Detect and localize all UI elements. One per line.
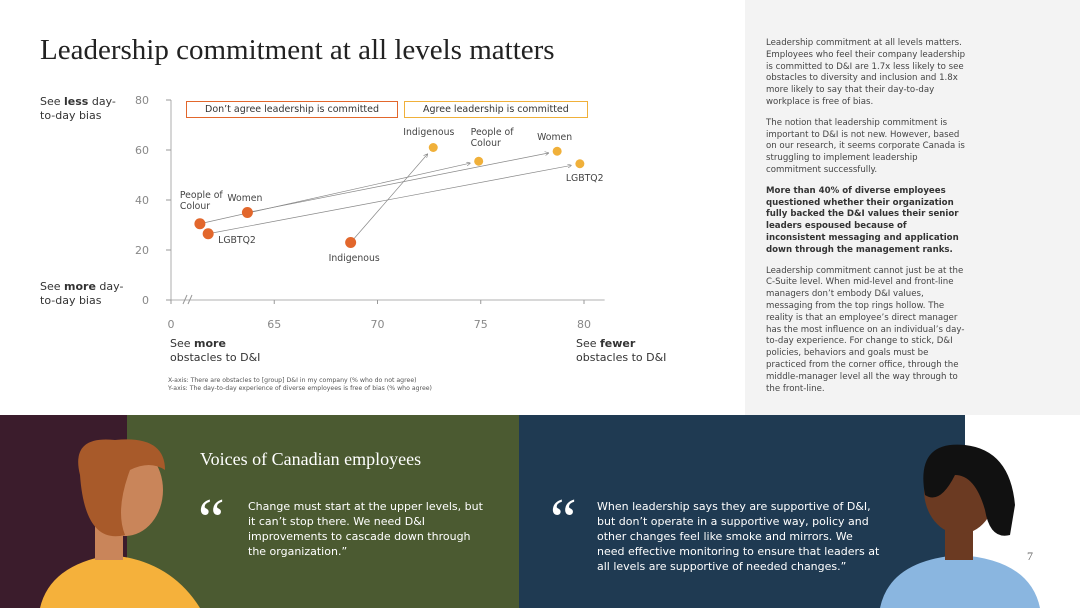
arrow: [208, 165, 571, 235]
point-label: People of Colour: [470, 127, 514, 150]
voices-title: Voices of Canadian employees: [200, 449, 422, 469]
point: [474, 156, 484, 166]
point: [575, 159, 585, 169]
paragraph: Leadership commitment cannot just be at …: [766, 265, 965, 394]
point-label: LGBTQ2: [218, 234, 256, 246]
y-tick-label: 80: [135, 94, 149, 107]
arrow: [247, 153, 548, 213]
paragraph: More than 40% of diverse employees quest…: [766, 185, 959, 255]
point-label: People of Colour: [179, 189, 223, 212]
y-tick-label: 20: [135, 244, 149, 257]
axis-note: X-axis: There are obstacles to [group] D…: [168, 377, 417, 384]
point: [345, 237, 357, 248]
title: Leadership commitment at all levels matt…: [40, 34, 555, 66]
quote-mark: “: [198, 487, 225, 553]
x-axis-label: See more obstacles to D&I: [170, 337, 261, 364]
x-tick-label: 0: [168, 318, 175, 331]
legend-entry: Don’t agree leadership is committed: [186, 101, 399, 118]
y-axis-label: See more day-to-day bias: [40, 280, 124, 307]
axis-note: Y-axis: The day-to-day experience of div…: [168, 385, 432, 392]
y-axis-label: See less day-to-day bias: [40, 95, 116, 122]
x-tick-label: 65: [267, 318, 281, 331]
legend-entry: Agree leadership is committed: [404, 101, 588, 118]
point: [194, 218, 206, 230]
y-tick-label: 0: [142, 294, 149, 307]
x-tick-label: 75: [474, 318, 488, 331]
panel: [519, 415, 965, 608]
y-tick-label: 40: [135, 194, 149, 207]
quote: When leadership says they are supportive…: [597, 500, 880, 573]
point: [428, 143, 438, 152]
axis-break: [182, 294, 193, 305]
arrow: [350, 154, 428, 243]
point-label: LGBTQ2: [565, 172, 604, 184]
panel: [127, 415, 519, 608]
point: [202, 228, 214, 240]
x-tick-label: 70: [371, 318, 385, 331]
chart: 0 20 40 60 80 0 65 70 75 80 See less day-to-day b…: [0, 90, 745, 410]
quote: Change must start at the upper levels, b…: [248, 500, 483, 558]
paragraph: Leadership commitment at all levels matt…: [766, 38, 966, 107]
point-label: Women: [537, 132, 573, 144]
point-label: Indigenous: [403, 126, 455, 138]
page-number: 7: [1027, 549, 1033, 563]
point: [552, 146, 562, 156]
quote-mark: “: [550, 487, 577, 553]
chart-svg: 0 20 40 60 80 0 65 70 75 80: [135, 94, 605, 331]
sidebar: Leadership commitment at all levels matt…: [745, 0, 1080, 415]
point: [241, 207, 253, 218]
y-tick-label: 60: [135, 144, 149, 157]
illustrations: [40, 439, 1040, 608]
x-axis-label: See fewer obstacles to D&I: [576, 337, 667, 364]
point-label: Indigenous: [328, 252, 380, 264]
point-label: Women: [227, 192, 263, 204]
x-tick-label: 80: [577, 318, 591, 331]
paragraph: The notion that leadership commitment is…: [766, 117, 965, 175]
